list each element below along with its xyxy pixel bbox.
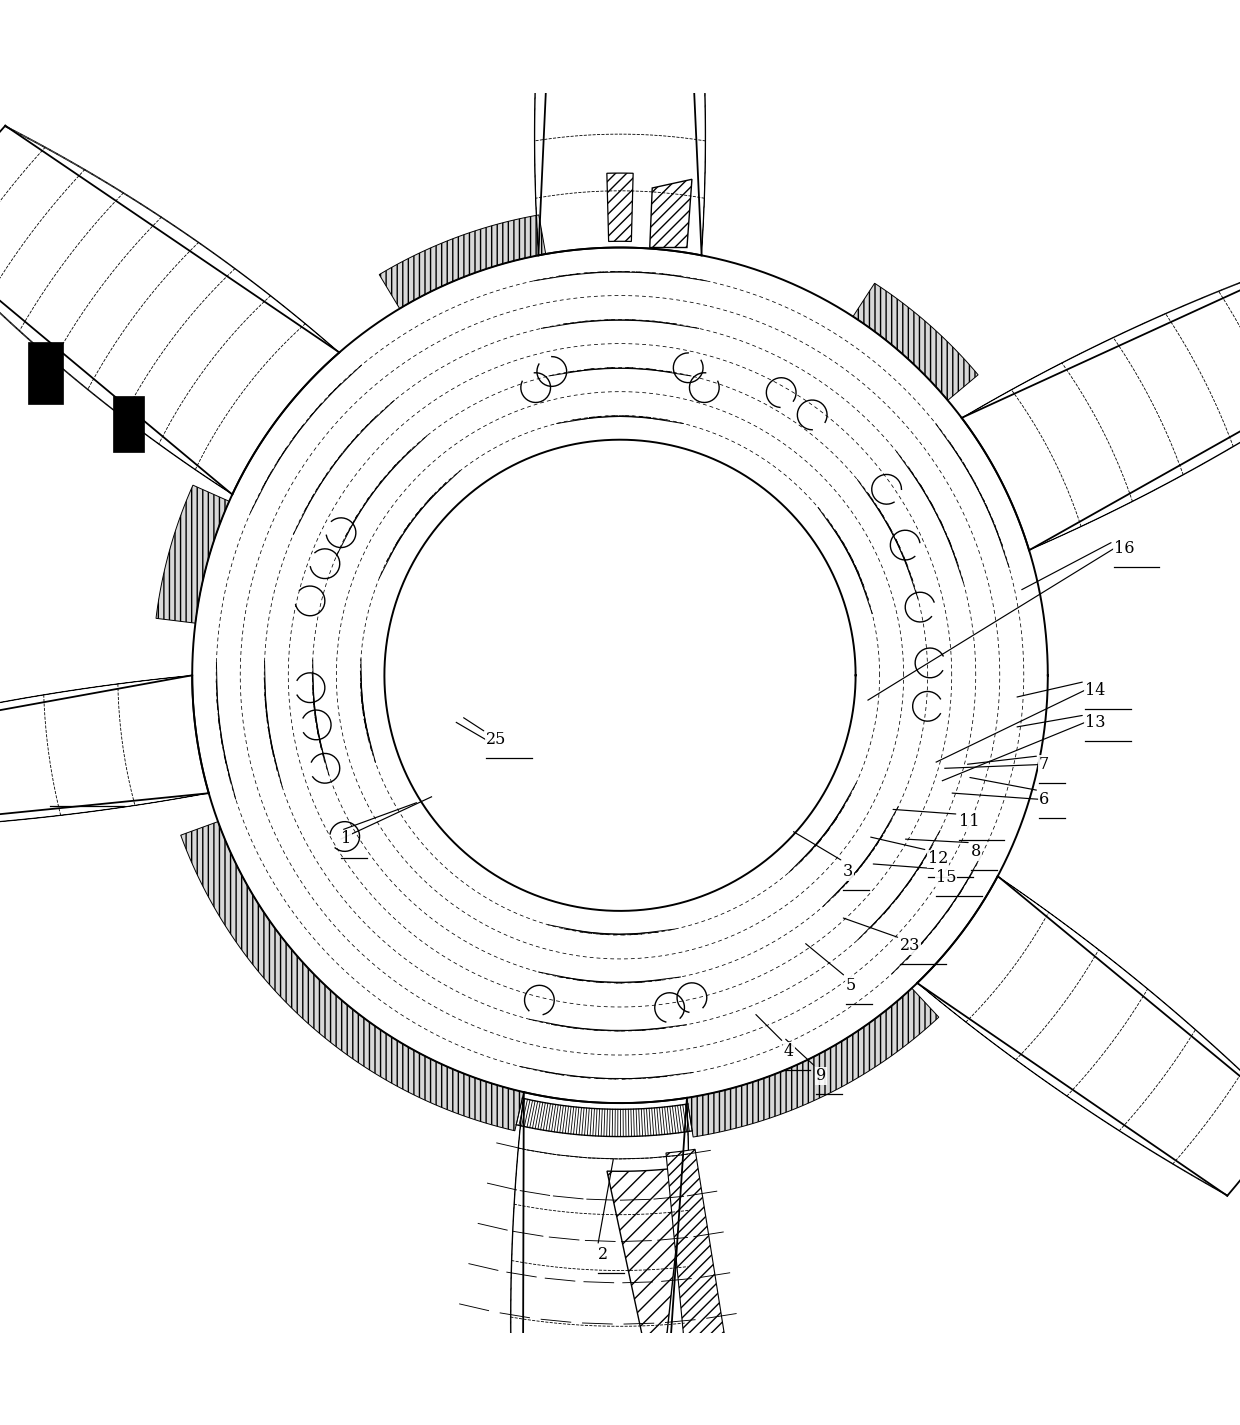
Polygon shape bbox=[682, 0, 706, 255]
Text: 16: 16 bbox=[1114, 540, 1135, 557]
Text: 15: 15 bbox=[936, 869, 957, 886]
Text: 11: 11 bbox=[959, 814, 980, 831]
Polygon shape bbox=[962, 251, 1240, 418]
Polygon shape bbox=[656, 1097, 689, 1425]
Text: 7: 7 bbox=[1039, 757, 1049, 774]
Polygon shape bbox=[625, 1345, 650, 1419]
Text: 13: 13 bbox=[1085, 714, 1106, 731]
Text: 8: 8 bbox=[971, 842, 981, 859]
Polygon shape bbox=[997, 876, 1240, 1116]
Bar bbox=[27, 342, 62, 405]
Polygon shape bbox=[0, 675, 192, 742]
Polygon shape bbox=[181, 822, 523, 1131]
Polygon shape bbox=[608, 1167, 684, 1412]
Polygon shape bbox=[1029, 352, 1240, 550]
Text: 14: 14 bbox=[1085, 681, 1105, 698]
Polygon shape bbox=[511, 1092, 525, 1425]
Polygon shape bbox=[853, 284, 978, 400]
Polygon shape bbox=[0, 792, 208, 831]
Polygon shape bbox=[526, 1340, 551, 1414]
Text: 1: 1 bbox=[341, 831, 351, 848]
Text: 9: 9 bbox=[816, 1067, 826, 1084]
Polygon shape bbox=[0, 235, 233, 494]
Text: 12: 12 bbox=[928, 851, 947, 868]
Text: 4: 4 bbox=[784, 1043, 794, 1060]
Polygon shape bbox=[650, 180, 692, 248]
Text: 5: 5 bbox=[846, 976, 856, 993]
Polygon shape bbox=[606, 172, 634, 241]
Text: 6: 6 bbox=[1039, 791, 1049, 808]
Polygon shape bbox=[379, 215, 546, 309]
Polygon shape bbox=[918, 983, 1228, 1196]
Text: 2: 2 bbox=[598, 1245, 608, 1263]
Polygon shape bbox=[666, 1150, 734, 1398]
Polygon shape bbox=[5, 125, 340, 353]
Polygon shape bbox=[687, 988, 939, 1137]
Polygon shape bbox=[534, 0, 558, 255]
Text: 3: 3 bbox=[843, 862, 853, 879]
Bar bbox=[114, 396, 145, 452]
Polygon shape bbox=[156, 485, 229, 623]
Text: 25: 25 bbox=[486, 731, 506, 748]
Text: 23: 23 bbox=[900, 938, 920, 955]
